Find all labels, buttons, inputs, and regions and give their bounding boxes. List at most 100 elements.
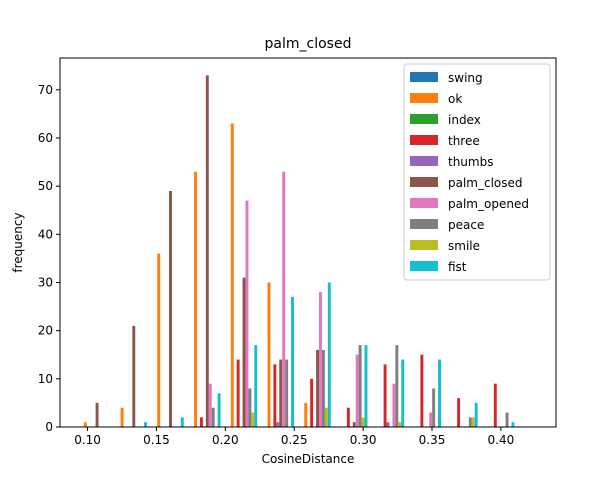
- bar-smile-bin-6: [324, 407, 328, 427]
- bar-three-bin-6: [310, 378, 314, 427]
- legend-swatch-smile: [410, 240, 438, 250]
- legend-swatch-ok: [410, 93, 438, 103]
- bar-peace-bin-6: [321, 349, 325, 427]
- bar-peace-bin-5: [285, 359, 289, 427]
- bar-palm-closed-bin-7: [352, 422, 356, 427]
- bars-layer: [83, 75, 515, 427]
- bar-thumbs-bin-5: [276, 422, 280, 427]
- bar-three-bin-7: [346, 407, 350, 427]
- bar-palm-opened-bin-3: [208, 383, 212, 427]
- legend-label-fist: fist: [448, 260, 467, 274]
- bar-peace-bin-8: [395, 345, 399, 427]
- bar-three-bin-5: [273, 364, 277, 427]
- bar-smile-bin-8: [398, 422, 402, 427]
- bar-fist-bin-10: [474, 402, 478, 427]
- bar-three-bin-9: [420, 354, 424, 427]
- bar-ok-bin-2: [157, 253, 161, 427]
- y-axis-label: frequency: [11, 212, 25, 272]
- x-tick-label: 0.40: [488, 433, 515, 447]
- bar-palm-opened-bin-5: [282, 171, 286, 427]
- bar-peace-bin-3: [211, 407, 215, 427]
- bar-fist-bin-3: [217, 393, 221, 427]
- bar-palm-opened-bin-9: [429, 412, 433, 427]
- legend-swatch-fist: [410, 261, 438, 271]
- legend-label-swing: swing: [448, 71, 483, 85]
- y-tick-label: 50: [38, 179, 53, 193]
- y-tick-label: 30: [38, 275, 53, 289]
- bar-palm-closed-bin-1: [132, 325, 136, 427]
- bar-ok-bin-5: [267, 282, 271, 427]
- bar-palm-closed-bin-3: [205, 75, 209, 427]
- legend-label-palm-opened: palm_opened: [448, 197, 529, 211]
- bar-three-bin-4: [236, 359, 240, 427]
- legend-box: [403, 63, 551, 281]
- bar-ok-bin-6: [304, 402, 308, 427]
- legend-swatch-palm-opened: [410, 198, 438, 208]
- legend-swatch-palm-closed: [410, 177, 438, 187]
- legend-label-peace: peace: [448, 218, 484, 232]
- bar-fist-bin-8: [401, 359, 405, 427]
- axes-frame: [59, 57, 557, 428]
- bar-three-bin-11: [493, 383, 497, 427]
- legend-label-smile: smile: [448, 239, 480, 253]
- bar-palm-closed-bin-0: [95, 402, 99, 427]
- bar-thumbs-bin-8: [386, 422, 390, 427]
- y-tick-label: 20: [38, 324, 53, 338]
- bar-palm-closed-bin-4: [242, 277, 246, 427]
- legend-label-three: three: [448, 134, 480, 148]
- x-tick-label: 0.35: [419, 433, 446, 447]
- legend: swing ok index three thumbs palm_closed palm_o…: [403, 63, 551, 281]
- bar-smile-bin-4: [251, 412, 255, 427]
- y-tick-label: 60: [38, 131, 53, 145]
- legend-label-palm-closed: palm_closed: [448, 176, 523, 190]
- bar-ok-bin-3: [194, 171, 198, 427]
- bar-peace-bin-10: [468, 417, 472, 427]
- bar-fist-bin-5: [291, 296, 294, 427]
- x-tick-label: 0.30: [350, 433, 377, 447]
- bar-palm-closed-bin-6: [316, 349, 319, 427]
- legend-swatch-three: [410, 135, 438, 145]
- y-tick-label: 70: [38, 83, 53, 97]
- bar-smile-bin-10: [471, 417, 475, 427]
- legend-label-index: index: [448, 113, 481, 127]
- x-axis-ticks: 0.10 0.15 0.20 0.25 0.30 0.35 0.40: [74, 427, 514, 447]
- bar-peace-bin-7: [358, 345, 362, 427]
- bar-fist-bin-9: [438, 359, 441, 427]
- y-tick-label: 40: [38, 227, 53, 241]
- bar-three-bin-8: [383, 364, 387, 427]
- y-tick-label: 0: [45, 420, 53, 434]
- bar-ok-bin-0: [83, 422, 87, 427]
- x-tick-label: 0.15: [143, 433, 170, 447]
- bar-fist-bin-4: [254, 345, 258, 427]
- y-axis-ticks: 0 10 20 30 40 50 60 70: [38, 83, 60, 434]
- chart-title: palm_closed: [265, 36, 352, 52]
- x-tick-label: 0.20: [212, 433, 239, 447]
- bar-three-bin-3: [199, 417, 203, 427]
- bar-palm-opened-bin-7: [355, 354, 359, 427]
- bar-palm-opened-bin-4: [245, 200, 249, 427]
- bar-peace-bin-11: [505, 412, 509, 427]
- legend-swatch-swing: [410, 72, 438, 82]
- bar-palm-closed-bin-2: [169, 190, 172, 427]
- legend-swatch-index: [410, 114, 438, 124]
- bar-palm-opened-bin-8: [392, 383, 396, 427]
- bar-fist-bin-6: [327, 282, 331, 427]
- bar-fist-bin-11: [511, 422, 515, 427]
- bar-palm-opened-bin-6: [319, 292, 322, 427]
- x-tick-label: 0.10: [74, 433, 101, 447]
- bar-peace-bin-9: [432, 388, 436, 427]
- legend-label-ok: ok: [448, 92, 462, 106]
- bar-fist-bin-2: [180, 417, 184, 427]
- bar-ok-bin-1: [120, 407, 124, 427]
- legend-swatch-peace: [410, 219, 438, 229]
- bar-ok-bin-4: [230, 123, 234, 427]
- bar-palm-closed-bin-5: [279, 359, 283, 427]
- legend-label-thumbs: thumbs: [448, 155, 493, 169]
- bar-fist-bin-1: [144, 422, 147, 427]
- y-tick-label: 10: [38, 372, 53, 386]
- x-tick-label: 0.25: [281, 433, 308, 447]
- bar-smile-bin-7: [361, 417, 365, 427]
- x-axis-label: CosineDistance: [262, 452, 355, 466]
